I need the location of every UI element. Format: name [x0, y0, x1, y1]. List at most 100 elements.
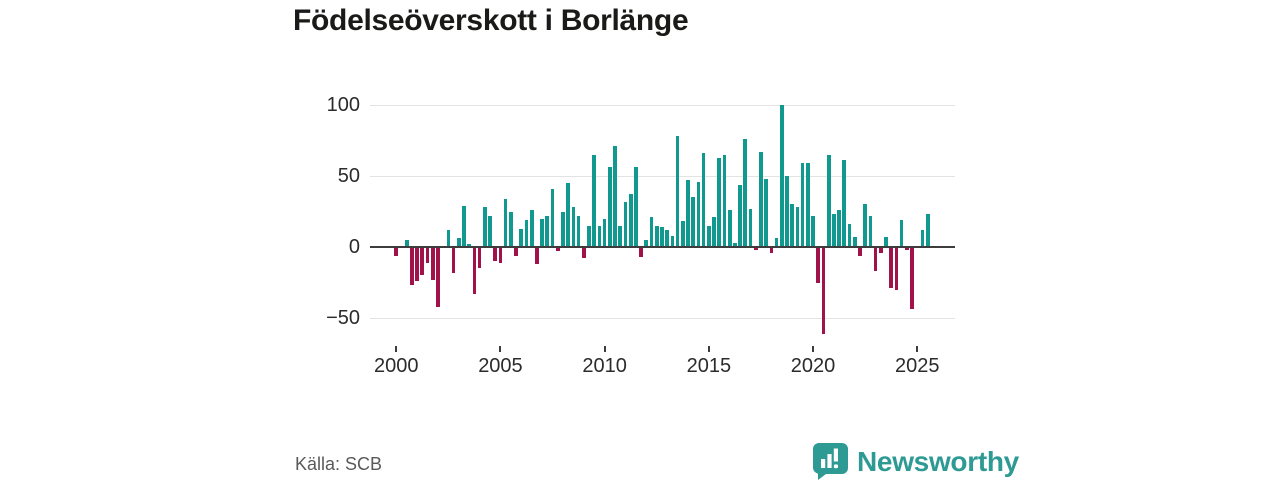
- bar: [785, 176, 789, 247]
- bar: [649, 217, 654, 247]
- bar: [477, 247, 482, 269]
- bar: [889, 247, 894, 289]
- bar: [686, 180, 690, 247]
- gridline: [370, 317, 955, 319]
- bar: [764, 178, 768, 247]
- bar: [436, 247, 440, 307]
- bar: [675, 136, 680, 247]
- bar: [790, 204, 795, 247]
- bar: [415, 247, 419, 282]
- bar: [779, 105, 784, 247]
- bar: [832, 214, 836, 247]
- y-axis-tick-label: 0: [348, 236, 360, 258]
- bar: [727, 210, 732, 247]
- bar: [910, 247, 914, 310]
- bar: [847, 224, 852, 247]
- bar: [550, 188, 555, 247]
- source-note: Källa: SCB: [295, 454, 383, 474]
- bar: [571, 207, 576, 247]
- bar: [899, 220, 904, 247]
- bar: [514, 247, 518, 256]
- bar: [701, 153, 706, 247]
- x-axis-tick: [499, 346, 502, 352]
- brand-wordmark: Newsworthy: [857, 445, 1019, 477]
- bar: [540, 218, 544, 247]
- bar: [805, 163, 810, 247]
- bar: [545, 215, 550, 247]
- brand-logo: Newsworthy: [812, 442, 1019, 480]
- bar: [467, 244, 472, 247]
- bar: [576, 215, 581, 247]
- bar: [498, 247, 503, 263]
- x-axis-tick: [603, 346, 606, 352]
- bar: [535, 247, 539, 265]
- bar: [581, 247, 586, 259]
- bar: [748, 208, 753, 247]
- x-axis-tick: [812, 346, 815, 352]
- x-axis-tick-label: 2000: [374, 355, 419, 377]
- bar: [842, 160, 847, 247]
- bar: [884, 237, 888, 247]
- bar: [769, 247, 774, 253]
- bar: [597, 225, 602, 247]
- bar: [592, 154, 597, 247]
- gridline: [370, 175, 955, 177]
- bar: [644, 239, 649, 247]
- bar: [602, 218, 607, 247]
- bar: [816, 247, 821, 283]
- bar: [743, 139, 748, 247]
- bar: [451, 247, 456, 273]
- bar: [707, 225, 711, 247]
- x-axis-tick: [707, 346, 710, 352]
- zero-axis-line: [370, 245, 955, 249]
- bar: [863, 204, 867, 247]
- x-axis-tick: [916, 346, 919, 352]
- bar: [394, 247, 399, 256]
- bar: [878, 247, 883, 253]
- bar: [717, 157, 722, 247]
- bar: [488, 215, 492, 247]
- bar: [639, 247, 643, 257]
- x-axis-tick-label: 2025: [895, 355, 940, 377]
- bar: [925, 214, 930, 247]
- x-axis-tick-label: 2015: [686, 355, 732, 377]
- bar: [618, 225, 623, 247]
- bar: [623, 201, 628, 247]
- bar: [503, 198, 508, 247]
- bar: [446, 229, 451, 247]
- bar: [868, 215, 873, 247]
- bar: [566, 183, 571, 247]
- bar: [696, 181, 701, 247]
- bar: [774, 238, 779, 247]
- x-axis-tick-label: 2020: [790, 355, 836, 377]
- bar: [738, 184, 742, 247]
- x-axis-tick: [395, 346, 398, 352]
- bar: [472, 247, 477, 294]
- bar: [555, 247, 560, 252]
- bar: [410, 247, 414, 286]
- bar: [920, 229, 925, 247]
- bar: [524, 220, 529, 247]
- chart-title: Födelseöverskott i Borlänge: [293, 4, 689, 37]
- bar: [852, 237, 857, 247]
- bar: [858, 247, 862, 256]
- bar: [519, 228, 524, 247]
- bar: [753, 247, 758, 250]
- bar: [430, 247, 435, 280]
- newsworthy-logo-icon: [813, 443, 848, 480]
- bar: [654, 225, 659, 247]
- bar: [493, 247, 498, 262]
- y-axis-tick-label: 50: [337, 165, 360, 187]
- bar: [733, 242, 737, 247]
- bar: [691, 197, 696, 247]
- bar: [509, 211, 513, 247]
- x-axis-tick-label: 2010: [582, 355, 627, 377]
- bar: [826, 154, 831, 247]
- bar: [529, 210, 534, 247]
- bar: [628, 194, 633, 247]
- x-axis-tick-label: 2005: [478, 355, 523, 377]
- bar: [873, 247, 878, 272]
- bar: [456, 238, 461, 247]
- bar: [722, 154, 727, 247]
